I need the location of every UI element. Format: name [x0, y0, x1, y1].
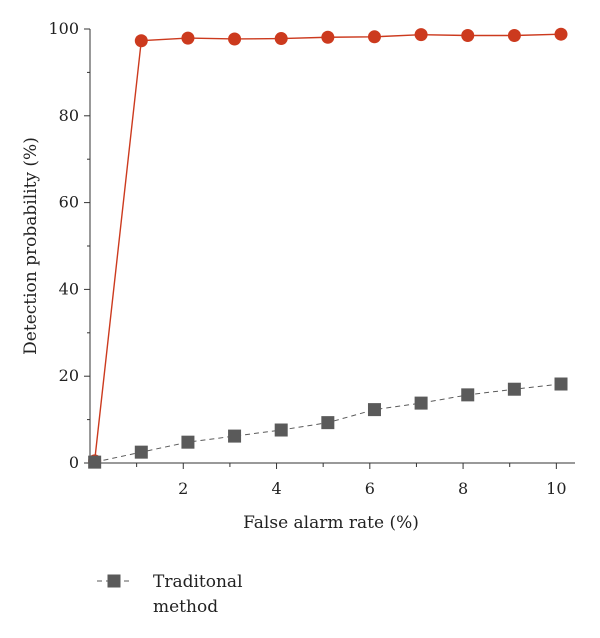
data-point — [181, 31, 195, 45]
x-tick-label: 8 — [458, 479, 468, 498]
data-point — [507, 29, 521, 43]
data-point — [181, 435, 195, 449]
data-point — [507, 382, 521, 396]
data-point — [274, 32, 288, 46]
data-point — [414, 396, 428, 410]
x-tick-label: 6 — [365, 479, 375, 498]
x-axis-title: False alarm rate (%) — [243, 513, 419, 533]
x-tick-label: 4 — [271, 479, 281, 498]
data-point — [414, 28, 428, 42]
y-tick-label: 80 — [59, 106, 79, 125]
data-point — [228, 32, 242, 46]
y-tick-label: 100 — [48, 19, 79, 38]
data-point — [461, 388, 475, 402]
axes: 0 20 40 60 80 100 2 4 6 8 10 — [48, 19, 575, 498]
data-point — [134, 34, 148, 48]
series-line-1 — [93, 33, 562, 461]
legend-label: Traditonal — [153, 572, 243, 592]
x-tick-label: 2 — [178, 479, 188, 498]
x-tick-label: 10 — [546, 479, 566, 498]
data-point — [367, 30, 381, 44]
data-point — [134, 445, 148, 459]
y-tick-label: 0 — [69, 453, 79, 472]
data-point — [461, 29, 475, 43]
data-point — [321, 416, 335, 430]
y-tick-label: 40 — [59, 279, 79, 298]
y-tick-label: 60 — [59, 193, 79, 212]
data-point — [321, 30, 335, 44]
legend: Traditonal method — [97, 572, 243, 617]
data-point — [88, 455, 102, 469]
legend-marker — [107, 574, 121, 588]
data-point — [554, 377, 568, 391]
data-point — [228, 429, 242, 443]
y-tick-label: 20 — [59, 366, 79, 385]
data-point — [367, 403, 381, 417]
data-point — [274, 423, 288, 437]
data-point — [554, 27, 568, 41]
y-axis-title: Detection probability (%) — [21, 137, 41, 355]
plot-area — [88, 27, 568, 469]
legend-label: method — [153, 597, 218, 617]
